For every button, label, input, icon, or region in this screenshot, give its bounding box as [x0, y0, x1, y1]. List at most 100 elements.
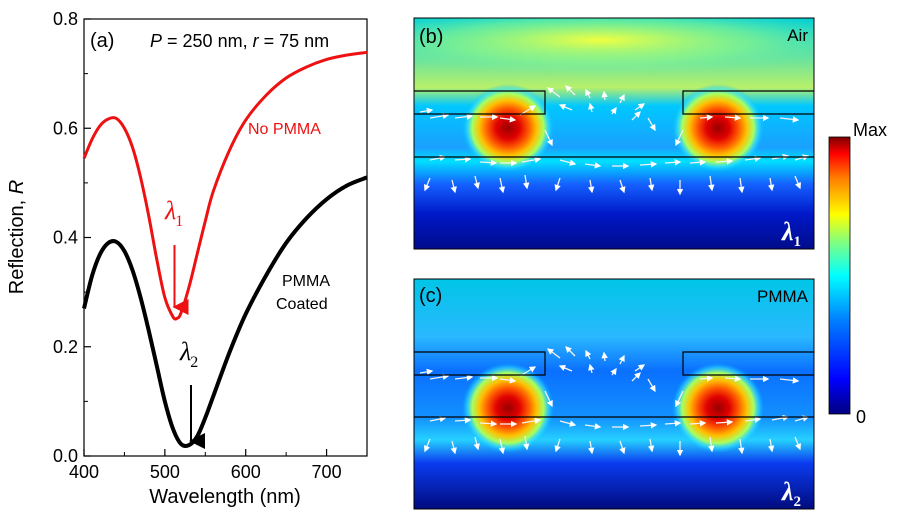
field-arrow: [499, 377, 517, 384]
field-arrow: [767, 177, 775, 192]
y-tick-label: 0.6: [53, 118, 78, 138]
field-arrow: [619, 440, 626, 455]
field-arrow: [565, 85, 576, 96]
field-arrow: [544, 129, 553, 147]
field-arrow: [715, 158, 734, 165]
series-label-pmma-line2: Coated: [276, 296, 328, 313]
field-arrow: [708, 436, 715, 453]
y-tick-label: 0.4: [53, 228, 78, 248]
field-arrow: [450, 440, 457, 455]
panel-b: (b) Air λ1: [413, 17, 815, 250]
field-arrow: [450, 179, 457, 194]
field-arrow: [588, 102, 595, 113]
field-arrow: [647, 378, 656, 393]
field-arrow: [588, 363, 595, 374]
field-arrow: [558, 365, 573, 372]
panel-c: (c) PMMA λ2: [413, 278, 815, 510]
field-arrow: [675, 390, 684, 408]
field-arrow: [738, 438, 745, 455]
field-arrow: [744, 416, 762, 423]
lambda1-marker: λ1: [164, 196, 189, 315]
colorbar-gradient: [828, 136, 851, 415]
panel-a: 400 500 600 700 0.0 0.2 0.4 0.6 0.8 (a) P = 250…: [6, 9, 368, 508]
field-arrow: [565, 346, 576, 357]
panel-label-a: (a): [90, 30, 114, 52]
x-tick-label: 400: [69, 462, 99, 482]
field-arrow: [559, 159, 577, 166]
field-arrow: [699, 375, 714, 382]
field-arrow: [473, 175, 480, 190]
field-arrow: [601, 90, 608, 101]
field-arrow: [454, 113, 474, 120]
wavelength-label-c: λ2: [781, 477, 801, 510]
field-arrow: [587, 179, 595, 194]
field-arrow: [708, 175, 715, 192]
y-axis-label: Reflection, R: [6, 180, 28, 295]
y-tick-label: 0.2: [53, 337, 78, 357]
field-arrow: [479, 420, 498, 427]
series-line-no-pmma: [82, 50, 368, 321]
field-arrow: [631, 372, 641, 382]
field-arrow: [738, 177, 745, 194]
field-arrow: [584, 162, 602, 169]
field-arrow: [424, 438, 431, 453]
field-arrow: [454, 374, 474, 381]
x-axis-ticks: 400 500 600 700: [69, 449, 342, 482]
y-axis-ticks: 0.0 0.2 0.4 0.6 0.8: [53, 9, 91, 466]
field-arrow: [618, 93, 625, 104]
field-arrow: [631, 111, 641, 121]
field-arrow: [585, 349, 592, 360]
field-arrow: [610, 367, 617, 376]
structure-outline-b: [414, 90, 814, 158]
field-arrow: [639, 422, 658, 429]
field-arrow: [794, 436, 801, 451]
field-arrow: [794, 175, 801, 190]
panel-label-c: (c): [419, 285, 442, 307]
field-arrow: [618, 354, 625, 365]
field-arrow: [499, 116, 517, 123]
svg-text:λ2: λ2: [179, 337, 198, 371]
series-group: [82, 50, 368, 449]
field-arrow: [634, 364, 646, 372]
medium-label-b: Air: [787, 26, 808, 45]
field-arrow: [559, 420, 577, 427]
field-arrow: [498, 177, 506, 194]
parameter-annotation: P = 250 nm, r = 75 nm: [150, 31, 329, 51]
field-arrow: [647, 438, 655, 453]
field-arrow: [521, 156, 542, 164]
field-arrow: [522, 174, 530, 190]
lambda2-marker: λ2: [179, 337, 205, 449]
field-arrow: [779, 116, 800, 123]
panel-label-b: (b): [419, 26, 443, 48]
colorbar: Max 0: [828, 120, 887, 427]
field-arrow: [454, 156, 472, 163]
field-arrow: [794, 415, 810, 422]
field-arrow: [546, 87, 561, 98]
series-line-pmma-coated: [82, 175, 368, 449]
field-arrow: [779, 377, 800, 384]
field-arrow: [689, 420, 707, 427]
field-arrow: [699, 114, 714, 121]
field-arrow: [419, 107, 434, 115]
plot-area-frame: [83, 18, 368, 457]
wavelength-label-b: λ1: [781, 217, 801, 250]
field-arrow: [521, 417, 542, 425]
field-arrow: [639, 161, 658, 168]
field-arrow: [498, 438, 506, 455]
x-tick-label: 500: [150, 462, 180, 482]
field-arrow: [610, 106, 617, 115]
field-arrow: [473, 436, 480, 451]
field-arrow: [664, 420, 682, 427]
field-arrow: [546, 348, 561, 359]
field-arrow: [619, 179, 626, 194]
svg-text:λ1: λ1: [164, 196, 183, 230]
field-arrow: [689, 159, 707, 166]
field-arrow: [558, 104, 573, 111]
field-arrow: [454, 417, 472, 424]
field-arrow: [429, 112, 450, 120]
x-axis-label: Wavelength (nm): [149, 486, 301, 508]
field-arrow: [647, 117, 656, 132]
field-arrow: [664, 159, 682, 166]
field-arrow: [715, 419, 734, 426]
